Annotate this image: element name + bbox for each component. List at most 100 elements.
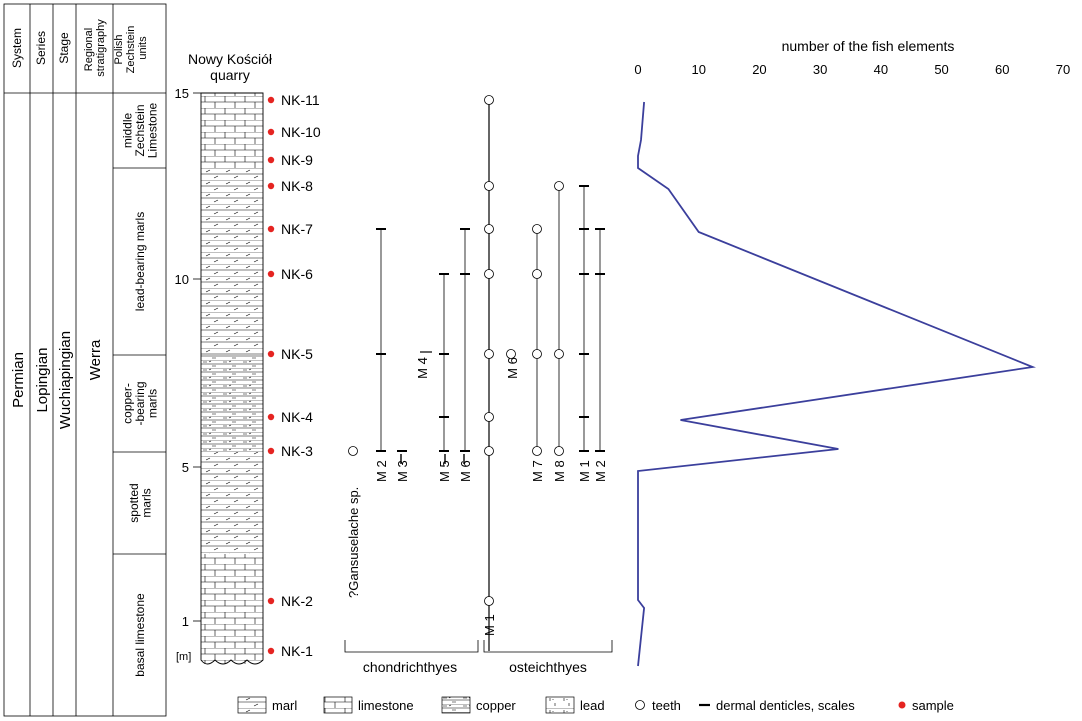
chart-x-ticks: 0 10 20 30 40 50 60 70 bbox=[634, 62, 1070, 77]
taxon-label: M 6 bbox=[505, 357, 520, 379]
sample-label: NK-4 bbox=[281, 409, 313, 425]
taxon-tooth-mark bbox=[348, 446, 358, 456]
unit-label-line: spotted bbox=[127, 483, 141, 522]
taxon-tooth-mark bbox=[554, 181, 564, 191]
x-tick-label: 0 bbox=[634, 62, 641, 77]
unit-label-line: -bearing bbox=[133, 381, 147, 425]
x-tick-label: 20 bbox=[752, 62, 766, 77]
taxon-tooth-mark bbox=[484, 349, 494, 359]
unit-label: spottedmarls bbox=[127, 483, 154, 522]
x-tick-label: 70 bbox=[1056, 62, 1070, 77]
unit-label: basal limestone bbox=[133, 593, 147, 677]
taxon-label: M 3 bbox=[395, 460, 410, 482]
legend-lead-label: lead bbox=[580, 698, 605, 713]
taxon-tooth-mark bbox=[484, 596, 494, 606]
legend-sample-label: sample bbox=[912, 698, 954, 713]
header-regional: Regional stratigraphy bbox=[83, 19, 107, 77]
legend-limestone-swatch bbox=[323, 696, 353, 714]
legend-teeth-label: teeth bbox=[652, 698, 681, 713]
taxon-label: M 4 bbox=[415, 357, 430, 379]
sample-label: NK-3 bbox=[281, 443, 313, 459]
lithology-bed-marl bbox=[201, 168, 263, 355]
sample-label: NK-8 bbox=[281, 178, 313, 194]
taxon-label: M 2 bbox=[374, 460, 389, 482]
taxon-label: M 7 bbox=[530, 460, 545, 482]
sample-dot bbox=[267, 413, 275, 421]
taxon-tooth-mark bbox=[484, 269, 494, 279]
depth-axis: 15 10 5 1 bbox=[175, 86, 201, 629]
sample-label: NK-10 bbox=[281, 124, 321, 140]
unit-label-line: marls bbox=[146, 389, 160, 418]
depth-tick-label: 1 bbox=[182, 614, 189, 629]
lithology-bed-marl bbox=[201, 452, 263, 554]
taxon-label: M 2 bbox=[593, 460, 608, 482]
group-osteichthyes: osteichthyes bbox=[509, 659, 587, 675]
taxon-label: M 6 bbox=[458, 460, 473, 482]
sample-dot bbox=[267, 156, 275, 164]
strat-table: System Series Stage Regional stratigraph… bbox=[3, 3, 167, 717]
taxon-label: M 5 bbox=[437, 460, 452, 482]
section-title-line1: Nowy Kościół bbox=[188, 51, 273, 67]
unit-label: copper--bearingmarls bbox=[121, 381, 160, 425]
x-tick-label: 40 bbox=[874, 62, 888, 77]
legend-copper-swatch bbox=[441, 696, 471, 714]
sample-label: NK-9 bbox=[281, 152, 313, 168]
lithology-outline bbox=[200, 92, 264, 665]
sample-dot bbox=[267, 96, 275, 104]
unit-label-line: middle bbox=[121, 113, 135, 149]
sample-label: NK-6 bbox=[281, 266, 313, 282]
unit-label-line: Zechstein bbox=[133, 104, 147, 156]
unit-label-line: copper- bbox=[121, 383, 135, 424]
taxa-ranges: ?Gansuselache sp. M 2 M 3 M 4 M 5 M 6 M 1 M 6 M … bbox=[346, 95, 608, 651]
sample-dot bbox=[267, 128, 275, 136]
legend-lead-swatch bbox=[545, 696, 575, 714]
sample-label: NK-2 bbox=[281, 593, 313, 609]
lithology-column bbox=[200, 92, 264, 665]
header-system: System bbox=[10, 28, 24, 68]
taxon-tooth-mark bbox=[532, 349, 542, 359]
sample-dot bbox=[267, 182, 275, 190]
legend-copper-label: copper bbox=[476, 698, 516, 713]
group-brackets: chondrichthyes osteichthyes bbox=[344, 640, 613, 675]
sample-dot bbox=[267, 225, 275, 233]
legend-marl-label: marl bbox=[272, 698, 297, 713]
taxon-tooth-mark bbox=[554, 446, 564, 456]
sample-dot bbox=[267, 647, 275, 655]
unit-label-line: Limestone bbox=[146, 102, 160, 158]
chart-title: number of the fish elements bbox=[782, 38, 955, 54]
legend-sample-icon bbox=[898, 701, 906, 709]
legend-denticles-label: dermal denticles, scales bbox=[716, 698, 855, 713]
sample-label: NK-11 bbox=[281, 92, 320, 108]
lithology-bed-limestone bbox=[201, 93, 263, 168]
unit-label: middleZechsteinLimestone bbox=[121, 102, 160, 158]
unit-label-line: basal limestone bbox=[133, 593, 147, 677]
x-tick-label: 50 bbox=[934, 62, 948, 77]
taxon-tooth-mark bbox=[484, 446, 494, 456]
sample-dot bbox=[267, 350, 275, 358]
sample-dot bbox=[267, 447, 275, 455]
taxon-tooth-mark bbox=[506, 349, 516, 359]
section-title-line2: quarry bbox=[210, 67, 250, 83]
lithology-bed-limestone bbox=[201, 554, 263, 664]
taxon-tooth-mark bbox=[532, 446, 542, 456]
stage-label: Wuchiapingian bbox=[57, 331, 74, 429]
sample-label: NK-5 bbox=[281, 346, 313, 362]
legend-marl-swatch bbox=[237, 696, 267, 714]
header-regional-line2: stratigraphy bbox=[95, 19, 107, 77]
header-units-line3: units bbox=[137, 36, 149, 60]
x-tick-label: 60 bbox=[995, 62, 1009, 77]
taxon-label: ?Gansuselache sp. bbox=[346, 487, 361, 598]
depth-tick-label: 10 bbox=[175, 272, 189, 287]
taxon-label: M 8 bbox=[552, 460, 567, 482]
legend: marl limestone copper lead teeth dermal … bbox=[237, 696, 954, 714]
sample-markers: NK-1 NK-2 NK-3 NK-4 NK-5 NK-6 NK-7 NK-8 NK-9 NK-1… bbox=[267, 92, 321, 659]
sample-label: NK-1 bbox=[281, 643, 313, 659]
sample-dot bbox=[267, 270, 275, 278]
series-label: Lopingian bbox=[34, 347, 51, 412]
header-units: Polish Zechstein units bbox=[113, 23, 149, 74]
legend-teeth-icon bbox=[635, 700, 645, 710]
taxon-tooth-mark bbox=[484, 181, 494, 191]
zechstein-units: middleZechsteinLimestone lead-bearing mar… bbox=[113, 102, 166, 677]
